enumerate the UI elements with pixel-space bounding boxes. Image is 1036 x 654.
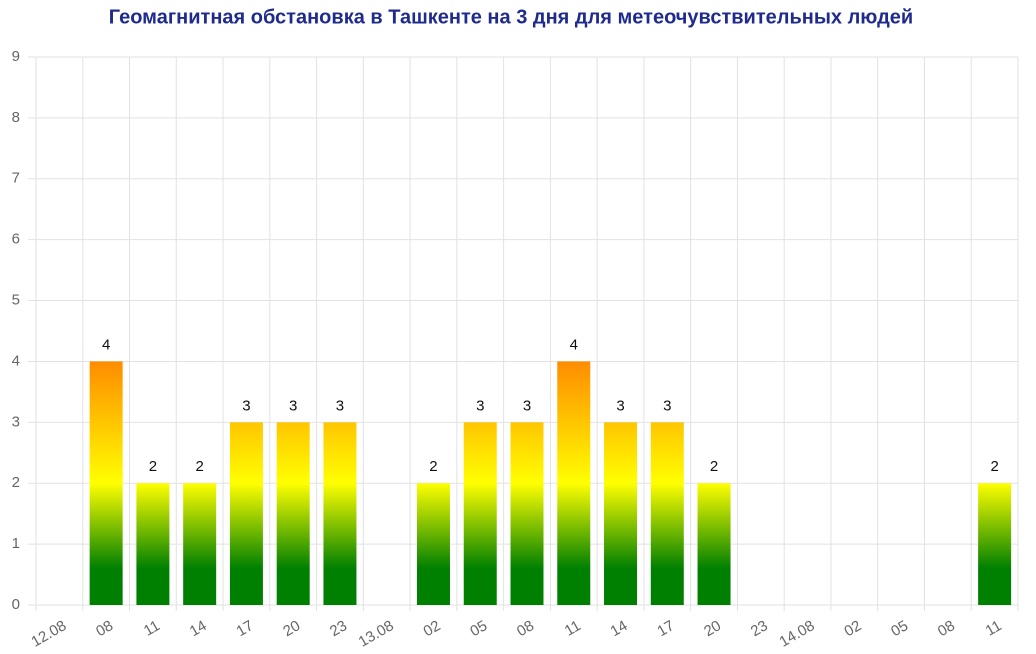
y-tick-label: 9 <box>12 48 20 65</box>
y-tick-label: 5 <box>12 292 20 309</box>
x-tick-label: 17 <box>233 617 256 640</box>
bar <box>604 422 638 605</box>
x-tick-label: 02 <box>421 617 444 640</box>
value-label: 2 <box>149 458 157 475</box>
value-label: 2 <box>990 458 998 475</box>
y-tick-label: 1 <box>12 535 20 552</box>
value-label: 4 <box>102 336 110 353</box>
x-tick-label: 14 <box>187 617 210 640</box>
x-tick-label: 12.08 <box>28 617 69 650</box>
bar <box>89 361 123 605</box>
value-label: 3 <box>476 397 484 414</box>
x-tick-label: 11 <box>983 617 1005 640</box>
value-label: 3 <box>616 397 624 414</box>
bar <box>557 361 591 605</box>
x-tick-label: 11 <box>141 617 163 640</box>
x-tick-label: 20 <box>280 617 303 640</box>
y-tick-label: 7 <box>12 170 20 187</box>
x-tick-label: 14 <box>608 617 631 640</box>
y-tick-label: 0 <box>12 596 20 613</box>
bar <box>510 422 544 605</box>
x-tick-label: 20 <box>701 617 724 640</box>
x-tick-label: 13.08 <box>356 617 397 650</box>
y-tick-label: 2 <box>12 474 20 491</box>
y-tick-label: 8 <box>12 109 20 126</box>
bar <box>183 483 217 605</box>
x-tick-label: 11 <box>562 617 584 640</box>
bar <box>276 422 310 605</box>
value-label: 3 <box>289 397 297 414</box>
y-tick-label: 4 <box>12 352 20 369</box>
x-tick-label: 08 <box>514 617 537 640</box>
bar <box>978 483 1012 605</box>
y-tick-label: 6 <box>12 231 20 248</box>
value-label: 2 <box>429 458 437 475</box>
x-tick-label: 14.08 <box>777 617 818 650</box>
x-tick-label: 05 <box>467 617 490 640</box>
value-label: 3 <box>242 397 250 414</box>
bar <box>463 422 497 605</box>
x-tick-label: 23 <box>327 617 350 640</box>
chart-title: Геомагнитная обстановка в Ташкенте на 3 … <box>109 6 913 28</box>
x-tick-label: 02 <box>841 617 864 640</box>
bar <box>650 422 684 605</box>
bar <box>697 483 731 605</box>
value-label: 4 <box>570 336 578 353</box>
value-label: 2 <box>195 458 203 475</box>
value-label: 3 <box>523 397 531 414</box>
bar <box>136 483 170 605</box>
x-tick-label: 23 <box>748 617 771 640</box>
value-label: 3 <box>663 397 671 414</box>
bar <box>416 483 450 605</box>
y-tick-label: 3 <box>12 413 20 430</box>
value-label: 3 <box>336 397 344 414</box>
bar <box>229 422 263 605</box>
value-label: 2 <box>710 458 718 475</box>
bar <box>323 422 357 605</box>
x-tick-label: 05 <box>888 617 911 640</box>
x-tick-label: 08 <box>935 617 958 640</box>
x-tick-label: 08 <box>93 617 116 640</box>
x-tick-label: 17 <box>654 617 677 640</box>
